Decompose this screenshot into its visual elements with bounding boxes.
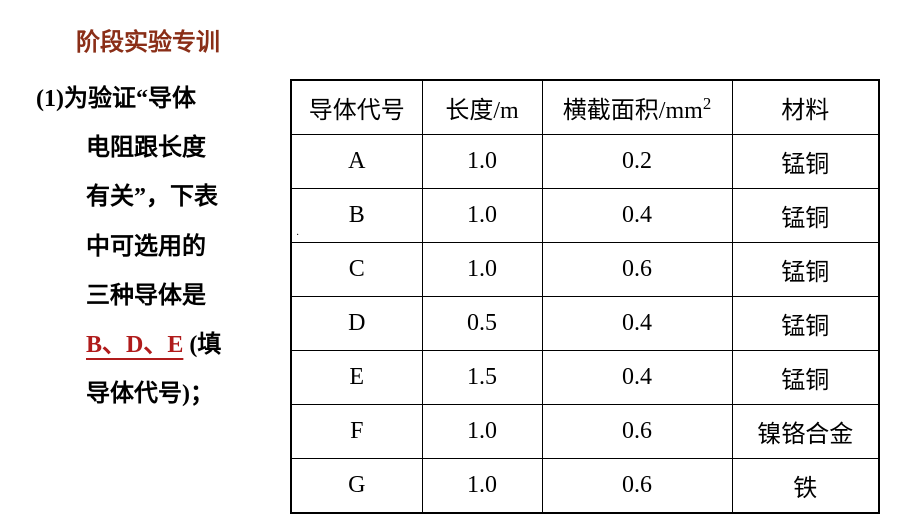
q-line-5: 三种导体是 [36,272,284,321]
table-cell: C [292,243,422,297]
page-marker: · [296,230,299,241]
table-cell: 锰铜 [732,351,878,405]
table-body: A1.00.2锰铜B1.00.4锰铜C1.00.6锰铜D0.50.4锰铜E1.5… [292,135,878,513]
table-cell: G [292,459,422,513]
table-cell: 镍铬合金 [732,405,878,459]
table-cell: 1.0 [422,135,542,189]
table-cell: 0.6 [542,459,732,513]
table-cell: 锰铜 [732,189,878,243]
table-cell: 1.5 [422,351,542,405]
table-cell: B [292,189,422,243]
table-col-header: 材料 [732,81,878,135]
table-cell: 0.6 [542,405,732,459]
table-row: E1.50.4锰铜 [292,351,878,405]
table-cell: 0.4 [542,189,732,243]
question-block: (1)为验证“导体 电阻跟长度 有关”，下表 中可选用的 三种导体是 B、D、E… [36,75,284,419]
table-header-row: 导体代号长度/m横截面积/mm2材料 [292,81,878,135]
section-title: 阶段实验专训 [36,22,890,57]
table-cell: 0.4 [542,351,732,405]
table-cell: 1.0 [422,189,542,243]
table-cell: 0.6 [542,243,732,297]
table-cell: 0.5 [422,297,542,351]
q-line-1: 为验证“导体 [64,86,196,112]
table-col-header: 长度/m [422,81,542,135]
table-cell: 锰铜 [732,297,878,351]
q-line-3: 有关”，下表 [36,173,284,222]
table-col-header: 导体代号 [292,81,422,135]
q-after-blank: (填 [183,332,221,358]
table-cell: E [292,351,422,405]
q-line-7: 导体代号)； [36,370,284,419]
table-row: B1.00.4锰铜 [292,189,878,243]
table-cell: 1.0 [422,405,542,459]
table-cell: D [292,297,422,351]
table-row: A1.00.2锰铜 [292,135,878,189]
conductor-table: 导体代号长度/m横截面积/mm2材料 A1.00.2锰铜B1.00.4锰铜C1.… [292,81,878,512]
table-cell: 1.0 [422,459,542,513]
table-row: F1.00.6镍铬合金 [292,405,878,459]
table-row: D0.50.4锰铜 [292,297,878,351]
table-cell: 铁 [732,459,878,513]
table-cell: F [292,405,422,459]
question-number: (1) [36,86,64,112]
table-cell: 0.2 [542,135,732,189]
table-col-header: 横截面积/mm2 [542,81,732,135]
table-cell: 锰铜 [732,135,878,189]
table-cell: A [292,135,422,189]
q-line-4: 中可选用的 [36,223,284,272]
q-line-2: 电阻跟长度 [36,124,284,173]
table-cell: 锰铜 [732,243,878,297]
table-cell: 0.4 [542,297,732,351]
table-row: G1.00.6铁 [292,459,878,513]
table-cell: 1.0 [422,243,542,297]
table-row: C1.00.6锰铜 [292,243,878,297]
answer-blank: B、D、E [86,332,183,358]
table-wrapper: 导体代号长度/m横截面积/mm2材料 A1.00.2锰铜B1.00.4锰铜C1.… [290,79,880,514]
